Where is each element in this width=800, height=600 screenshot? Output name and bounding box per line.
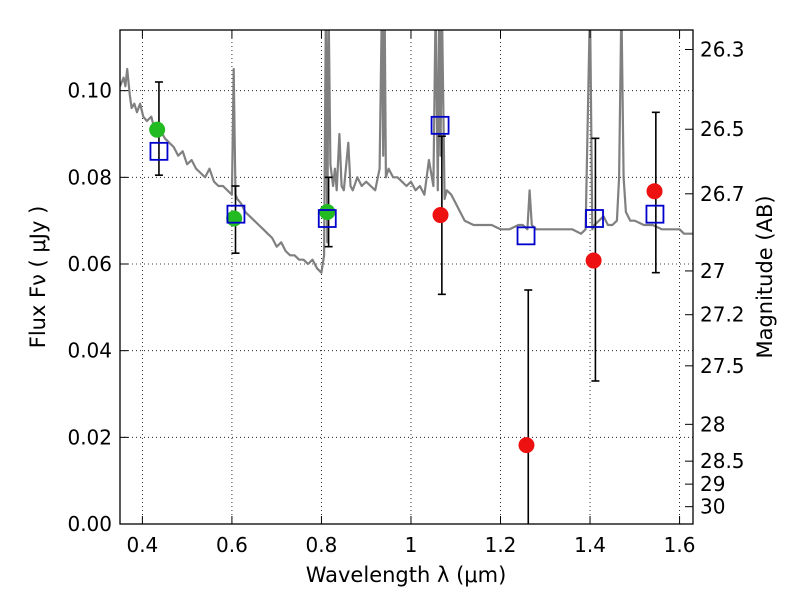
- right-tick-label: 26.5: [700, 117, 745, 141]
- y-tick-label: 0.00: [67, 512, 112, 536]
- x-tick-label: 0.8: [306, 533, 338, 557]
- x-tick-label: 1.2: [485, 533, 517, 557]
- right-axis-title: Magnitude (AB): [753, 195, 777, 358]
- x-axis-ticks: 0.4 0.6 0.8 1 1.2 1.4 1.6: [126, 30, 695, 557]
- x-tick-label: 0.4: [126, 533, 158, 557]
- right-tick-label: 26.7: [700, 182, 745, 206]
- y-axis-title: Flux Fν ( μJy ): [26, 206, 50, 349]
- y-tick-label: 0.08: [67, 165, 112, 189]
- y-tick-label: 0.10: [67, 79, 112, 103]
- faint-detection-point: [432, 207, 449, 224]
- x-axis-title: Wavelength λ (μm): [306, 563, 507, 587]
- detection-point: [149, 121, 166, 138]
- model-photometry-square: [149, 141, 169, 161]
- model-photometry-square: [430, 115, 450, 135]
- detection-point: [319, 204, 336, 220]
- y-tick-label: 0.04: [67, 339, 112, 363]
- x-tick-label: 1.4: [574, 533, 606, 557]
- faint-detection-point: [518, 437, 535, 454]
- data-points: [149, 115, 665, 454]
- y-tick-label: 0.02: [67, 425, 112, 449]
- model-photometry-square: [645, 204, 665, 224]
- template-spectrum-layer: [120, 30, 693, 274]
- faint-detection-point: [646, 183, 663, 200]
- right-tick-label: 27.2: [700, 303, 745, 327]
- faint-detection-point: [585, 252, 602, 269]
- x-tick-label: 0.6: [216, 533, 248, 557]
- model-photometry-square: [226, 204, 246, 224]
- plot-frame: [119, 29, 694, 525]
- model-photometry-square: [317, 209, 337, 228]
- x-tick-label: 1.6: [664, 533, 696, 557]
- template-spectrum-line: [120, 30, 693, 274]
- right-tick-label: 30: [700, 495, 725, 519]
- model-photometry-square: [585, 209, 604, 228]
- y-tick-label: 0.06: [67, 252, 112, 276]
- model-photometry-square: [516, 226, 536, 246]
- y-axis-ticks: 0.00 0.02 0.04 0.06 0.08 0.10: [67, 79, 128, 536]
- right-tick-label: 29: [700, 472, 725, 496]
- x-tick-label: 1: [405, 533, 418, 557]
- right-tick-label: 28: [700, 412, 725, 436]
- detection-point: [226, 210, 243, 227]
- right-tick-label: 28.5: [700, 449, 745, 473]
- right-tick-label: 26.3: [700, 38, 745, 62]
- right-tick-label: 27: [700, 259, 725, 283]
- right-tick-label: 27.5: [700, 354, 745, 378]
